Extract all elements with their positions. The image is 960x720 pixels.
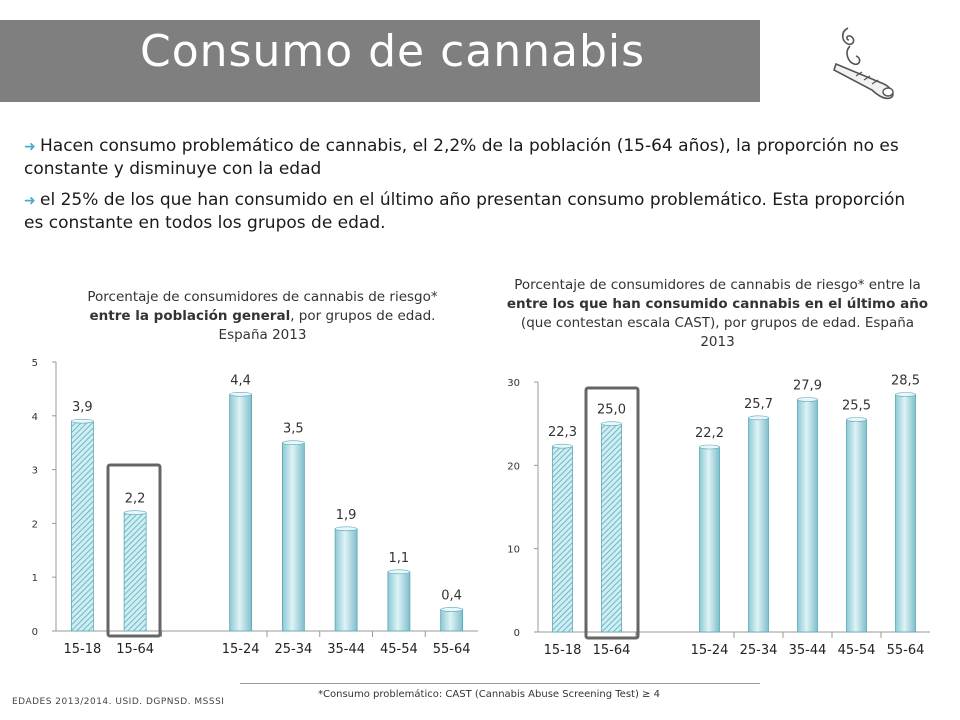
y-tick-label: 5 <box>32 358 38 369</box>
x-tick-label: 35-44 <box>327 642 365 657</box>
chart1-plot: 0 1 2 3 4 5 3,9 15-18 2,2 15-64 4,4 15-24 3,5 25-34 1,… <box>32 358 478 657</box>
data-label: 22,2 <box>695 426 724 441</box>
x-tick-label: 15-64 <box>593 643 631 658</box>
data-label: 28,5 <box>891 374 920 389</box>
bar-45-54 <box>846 419 867 633</box>
footer-divider <box>240 683 760 684</box>
bar-25-34 <box>281 442 305 632</box>
y-tick-label: 2 <box>32 519 38 530</box>
page-title: Consumo de cannabis <box>140 26 646 77</box>
bullet-text: el 25% de los que han consumido en el úl… <box>24 190 906 233</box>
bar-cap <box>748 415 769 421</box>
bar-15-24 <box>229 393 253 632</box>
bar-15-24 <box>699 446 720 633</box>
x-tick-label: 15-24 <box>691 643 729 658</box>
x-tick-label: 55-64 <box>433 642 471 657</box>
x-tick-label: 45-54 <box>838 643 876 658</box>
bar-cap <box>601 421 622 426</box>
bar-cap <box>699 444 720 450</box>
bar-cap <box>71 418 94 424</box>
x-tick-label: 25-34 <box>274 642 312 657</box>
data-label: 3,5 <box>283 422 304 437</box>
data-label: 25,7 <box>744 397 773 412</box>
data-label: 22,3 <box>548 425 577 440</box>
bullet-list: ➜ Hacen consumo problemático de cannabis,… <box>22 135 922 243</box>
cannabis-joint-icon <box>833 27 894 100</box>
footnote: *Consumo problemático: CAST (Cannabis Ab… <box>318 689 660 700</box>
bar-35-44 <box>334 528 358 632</box>
arrow-bullet-icon: ➜ <box>24 139 36 155</box>
y-tick-label: 4 <box>32 412 38 423</box>
chart1-title-post: , por grupos de edad. España 2013 <box>218 308 436 343</box>
y-tick-label: 0 <box>514 628 520 639</box>
bullet-item: ➜ el 25% de los que han consumido en el ú… <box>22 189 922 234</box>
x-tick-label: 35-44 <box>789 643 827 658</box>
data-label: 1,1 <box>389 551 410 566</box>
bar-cap <box>123 510 147 515</box>
data-label: 4,4 <box>230 373 251 388</box>
data-label: 27,9 <box>793 379 822 394</box>
x-tick-label: 15-64 <box>116 642 154 657</box>
bar-15-64 <box>601 423 622 633</box>
bar-cap <box>387 569 411 575</box>
data-label: 1,9 <box>336 508 357 523</box>
y-tick-label: 10 <box>507 545 520 556</box>
bullet-text: Hacen consumo problemático de cannabis, … <box>24 136 899 179</box>
x-tick-label: 15-18 <box>63 642 101 657</box>
x-tick-label: 45-54 <box>380 642 418 657</box>
bar-45-54 <box>387 571 411 632</box>
bar-35-44 <box>797 399 818 633</box>
x-tick-label: 25-34 <box>740 643 778 658</box>
y-tick-label: 0 <box>32 627 38 638</box>
y-tick-label: 30 <box>507 378 520 389</box>
bar-15-64 <box>123 512 147 632</box>
y-tick-label: 20 <box>507 461 520 472</box>
data-label: 2,2 <box>125 492 146 507</box>
chart2-title-bold: entre los que han consumido cannabis en … <box>506 296 929 312</box>
chart2-title: Porcentaje de consumidores de cannabis d… <box>505 276 930 352</box>
bullet-item: ➜ Hacen consumo problemático de cannabis,… <box>22 135 922 180</box>
bar-cap <box>846 417 867 422</box>
source-label: EDADES 2013/2014. USID. DGPNSD. MSSSI <box>12 697 225 707</box>
data-label: 25,5 <box>842 399 871 414</box>
chart1-title: Porcentaje de consumidores de cannabis d… <box>75 288 450 345</box>
chart1-title-pre: Porcentaje de consumidores de cannabis d… <box>87 289 438 305</box>
arrow-bullet-icon: ➜ <box>24 193 36 209</box>
chart2-plot: 0 10 20 30 22,3 15-18 25,0 15-64 22,2 15-24 25,7 25… <box>507 374 930 658</box>
x-tick-label: 15-18 <box>544 643 582 658</box>
highlight-box-15-64 <box>584 386 640 640</box>
bar-55-64 <box>895 394 916 633</box>
data-label: 0,4 <box>441 588 462 603</box>
chart2-title-pre: Porcentaje de consumidores de cannabis d… <box>514 277 921 293</box>
bar-25-34 <box>748 417 769 633</box>
chart1-title-bold: entre la población general <box>89 308 291 324</box>
bar-cap <box>895 392 916 397</box>
y-tick-label: 1 <box>32 573 38 584</box>
title-bar <box>0 20 760 102</box>
highlight-box-15-64 <box>106 463 162 638</box>
bar-55-64 <box>440 609 464 632</box>
x-tick-label: 55-64 <box>887 643 925 658</box>
bar-15-18 <box>552 445 573 633</box>
bar-cap <box>229 391 252 397</box>
bar-cap <box>334 526 358 532</box>
bar-cap <box>797 397 818 402</box>
chart2-title-post: (que contestan escala CAST), por grupos … <box>520 315 915 350</box>
bar-cap <box>282 440 305 446</box>
x-tick-label: 15-24 <box>222 642 260 657</box>
data-label: 25,0 <box>597 403 626 418</box>
bar-cap <box>440 607 463 612</box>
bar-cap <box>552 443 573 449</box>
bar-15-18 <box>70 420 94 632</box>
y-tick-label: 3 <box>32 466 38 477</box>
data-label: 3,9 <box>72 400 93 415</box>
